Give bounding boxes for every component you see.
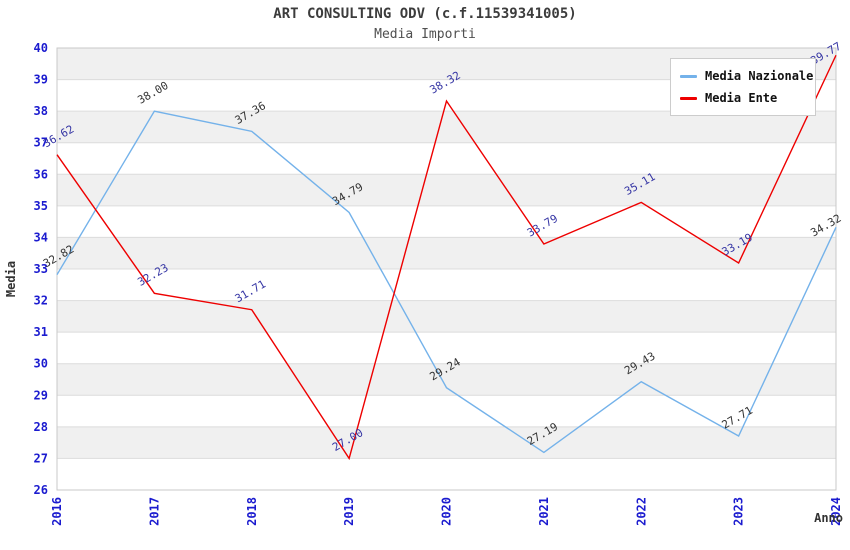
gridlines <box>57 79 836 459</box>
y-tick-label: 28 <box>34 420 48 434</box>
y-tick-label: 33 <box>34 262 48 276</box>
media-ente-line <box>56 54 837 461</box>
data-label: 33.79 <box>525 212 560 240</box>
x-tick-label: 2017 <box>147 497 161 526</box>
y-tick-label: 26 <box>34 483 48 497</box>
legend-item-media-nazionale[interactable]: Media Nazionale <box>680 65 815 87</box>
y-tick-label: 35 <box>34 199 48 213</box>
legend-label: Media Ente <box>705 91 778 105</box>
y-tick-label: 36 <box>34 167 48 181</box>
x-tick-label: 2022 <box>634 497 648 526</box>
x-axis-title: Anno <box>814 511 843 525</box>
series-media-ente <box>56 54 837 461</box>
x-tick-label: 2018 <box>245 497 259 526</box>
x-axis-labels: 2016 2017 2018 2019 2020 2021 2022 2023 2024 <box>50 497 843 526</box>
y-tick-label: 40 <box>34 41 48 55</box>
legend: Media Nazionale Media Ente <box>670 58 816 116</box>
x-tick-label: 2024 <box>829 497 843 526</box>
alt-band <box>57 111 836 143</box>
x-tick-label: 2019 <box>342 497 356 526</box>
y-tick-label: 27 <box>34 451 48 465</box>
alt-band <box>57 426 836 459</box>
alt-band <box>57 237 836 269</box>
chart-title: ART CONSULTING ODV (c.f.11539341005) <box>273 6 577 22</box>
x-tick-label: 2021 <box>537 497 551 526</box>
y-tick-label: 34 <box>34 230 48 244</box>
y-tick-label: 32 <box>34 294 48 308</box>
data-label: 34.32 <box>808 212 843 240</box>
alt-band <box>57 363 836 396</box>
y-axis-title: Media <box>4 261 18 297</box>
media-nazionale-line <box>56 110 837 454</box>
alt-band <box>57 300 836 333</box>
alt-band <box>57 174 836 206</box>
x-tick-label: 2016 <box>50 497 64 526</box>
x-tick-label: 2023 <box>732 497 746 526</box>
media-nazionale-dash-icon <box>680 74 697 78</box>
plot-border <box>56 47 837 491</box>
y-tick-label: 31 <box>34 325 48 339</box>
x-tick-label: 2020 <box>440 497 454 526</box>
legend-item-media-ente[interactable]: Media Ente <box>680 87 815 109</box>
y-tick-label: 39 <box>34 73 48 87</box>
y-axis-labels: 26 27 28 29 30 31 32 33 34 35 36 37 38 39 40 <box>34 41 48 497</box>
y-tick-label: 37 <box>34 136 48 150</box>
media-ente-dash-icon <box>680 96 697 100</box>
y-tick-label: 30 <box>34 357 48 371</box>
data-label: 38.00 <box>135 79 170 107</box>
plot-bands <box>57 48 836 459</box>
series-media-nazionale <box>56 110 837 454</box>
y-tick-label: 29 <box>34 388 48 402</box>
y-tick-label: 38 <box>34 104 48 118</box>
legend-label: Media Nazionale <box>705 69 814 83</box>
chart-subtitle: Media Importi <box>374 27 476 42</box>
